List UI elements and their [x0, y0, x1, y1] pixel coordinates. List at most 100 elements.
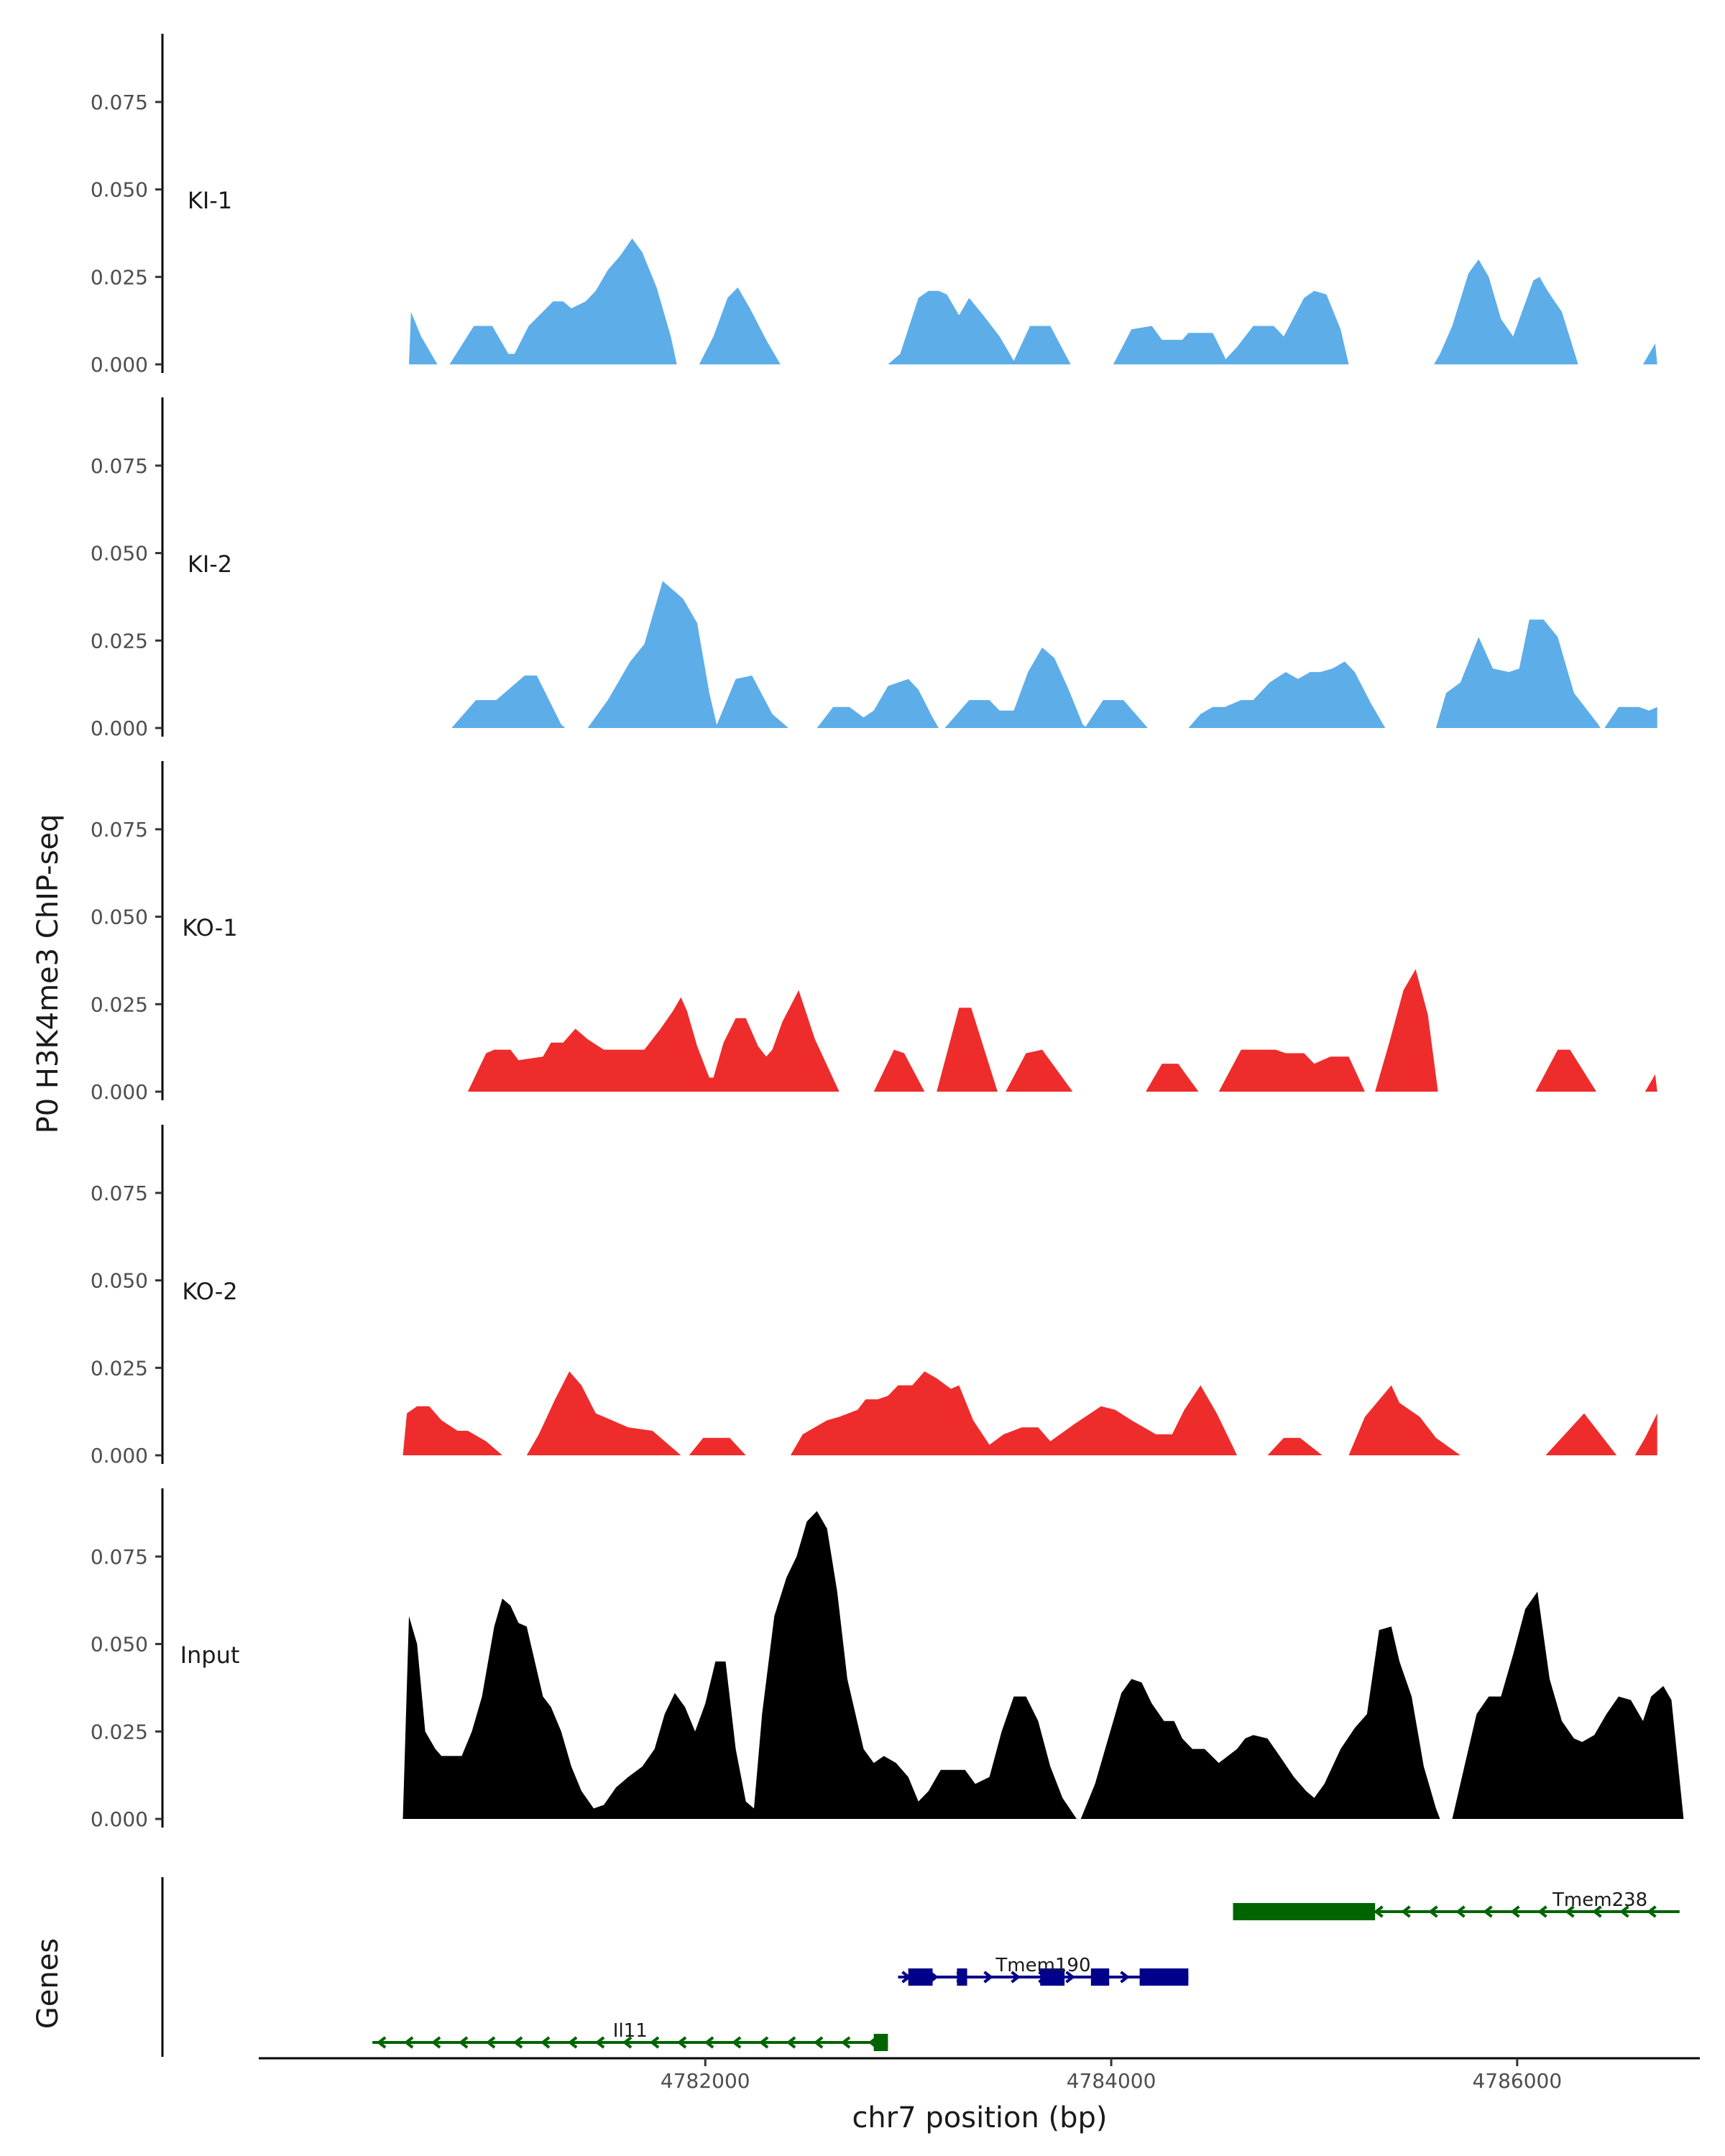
genes-axis-title: Genes: [32, 1938, 65, 2029]
signal-area: [790, 1371, 1238, 1455]
y-tick-label: 0.025: [91, 629, 148, 653]
signal-area: [1006, 1049, 1073, 1092]
strand-arrow: [1565, 1905, 1575, 1918]
signal-area: [409, 312, 438, 364]
y-tick-label: 0.025: [91, 265, 148, 289]
strand-arrow: [594, 2036, 605, 2049]
strand-arrow: [1619, 1905, 1629, 1918]
gene-exon: [873, 2034, 888, 2051]
signal-area: [1188, 661, 1386, 728]
y-tick-label: 0.000: [91, 353, 148, 377]
y-tick-label: 0.075: [91, 1181, 148, 1205]
x-axis: 4782000 4784000 4786000: [259, 2057, 1700, 2093]
strand-arrow: [1537, 1905, 1547, 1918]
signal-area: [402, 1511, 1077, 1819]
signal-area: [1435, 619, 1601, 728]
genes-layer: Tmem238 Tmem190 Il11: [161, 1877, 1680, 2057]
signal-area: [1604, 706, 1657, 728]
track-ko-2: 0.000 0.025 0.050 0.075 KO-2: [91, 1125, 1657, 1468]
track-input: 0.000 0.025 0.050 0.075 Input: [91, 1488, 1684, 1831]
strand-arrow: [567, 2036, 578, 2049]
y-tick-label: 0.075: [91, 818, 148, 842]
strand-arrow: [1374, 1905, 1384, 1918]
signal-area: [1267, 1437, 1322, 1455]
strand-arrow: [622, 2036, 632, 2049]
strand-arrow: [431, 2036, 441, 2049]
track-ki-1: 0.000 0.025 0.050 0.075 KI-1: [91, 34, 1657, 377]
signal-area: [937, 1008, 998, 1092]
signal-area: [1434, 259, 1578, 364]
y-tick-label: 0.050: [91, 906, 148, 929]
signal-area: [1375, 969, 1438, 1092]
signal-area: [402, 1406, 502, 1455]
x-axis-title: chr7 position (bp): [852, 2101, 1107, 2134]
signal-area: [1146, 1064, 1199, 1092]
y-tick-label: 0.075: [91, 1545, 148, 1569]
signal-area: [888, 290, 1071, 364]
signal-area: [1535, 1049, 1596, 1092]
gene-label: Tmem190: [995, 1955, 1090, 1976]
y-tick-label: 0.000: [91, 717, 148, 740]
strand-arrow: [403, 2036, 414, 2049]
y-tick-label: 0.075: [91, 454, 148, 478]
strand-arrow: [704, 2036, 714, 2049]
signal-area: [1080, 1626, 1440, 1819]
signal-area: [1644, 1074, 1657, 1092]
strand-arrow: [676, 2036, 687, 2049]
strand-arrow: [1428, 1905, 1438, 1918]
strand-arrow: [813, 2036, 824, 2049]
y-tick-label: 0.075: [91, 91, 148, 114]
gene-exon: [1090, 1968, 1110, 1986]
signal-area: [699, 287, 781, 364]
track-label: KI-1: [188, 187, 232, 214]
strand-arrow: [1483, 1905, 1493, 1918]
y-tick-label: 0.025: [91, 992, 148, 1016]
track-label: KI-2: [188, 550, 232, 578]
strand-arrow: [1592, 1905, 1602, 1918]
signal-area: [1113, 326, 1227, 364]
signal-area: [715, 676, 788, 728]
strand-arrow: [1647, 1905, 1657, 1918]
signal-area: [944, 648, 1087, 728]
gene-tmem238: Tmem238: [1233, 1889, 1680, 1920]
signal-area: [449, 238, 677, 364]
signal-area: [451, 676, 566, 728]
signal-area: [1634, 1413, 1657, 1455]
strand-arrow: [758, 2036, 769, 2049]
signal-area: [1348, 1385, 1460, 1455]
gene-label: Tmem238: [1552, 1889, 1647, 1911]
gene-exon: [957, 1968, 967, 1986]
gene-il11: Il11: [372, 2020, 888, 2051]
gene-exon: [1040, 1968, 1065, 1986]
y-axis-title: P0 H3K4me3 ChIP-seq: [32, 814, 65, 1134]
signal-area: [526, 1371, 681, 1455]
track-label: KO-2: [182, 1278, 237, 1305]
strand-arrow: [512, 2036, 523, 2049]
strand-arrow: [731, 2036, 742, 2049]
y-tick-label: 0.025: [91, 1356, 148, 1380]
tracks-layer: 0.0000.0250.0500.075KI-10.0000.0250.0500…: [91, 34, 1684, 1831]
strand-arrow: [1120, 1971, 1130, 1984]
signal-area: [467, 990, 840, 1092]
gene-label: Il11: [613, 2020, 648, 2042]
y-tick-label: 0.025: [91, 1720, 148, 1743]
strand-arrow: [649, 2036, 660, 2049]
strand-arrow: [840, 2036, 851, 2049]
signal-area: [1545, 1413, 1617, 1455]
x-tick-label: 4786000: [1472, 2069, 1562, 2093]
y-tick-label: 0.050: [91, 178, 148, 202]
gene-tmem190: Tmem190: [898, 1955, 1189, 1986]
strand-arrow: [540, 2036, 551, 2049]
strand-arrow: [458, 2036, 469, 2049]
strand-arrow: [786, 2036, 796, 2049]
signal-area: [689, 1437, 746, 1455]
strand-arrow: [1455, 1905, 1466, 1918]
track-ko-1: 0.000 0.025 0.050 0.075 KO-1: [91, 761, 1657, 1104]
signal-area: [1218, 1049, 1365, 1092]
y-tick-label: 0.050: [91, 542, 148, 566]
strand-arrow: [1011, 1971, 1021, 1984]
signal-area: [1452, 1591, 1684, 1819]
track-label: KO-1: [182, 914, 237, 941]
track-label: Input: [180, 1641, 240, 1669]
